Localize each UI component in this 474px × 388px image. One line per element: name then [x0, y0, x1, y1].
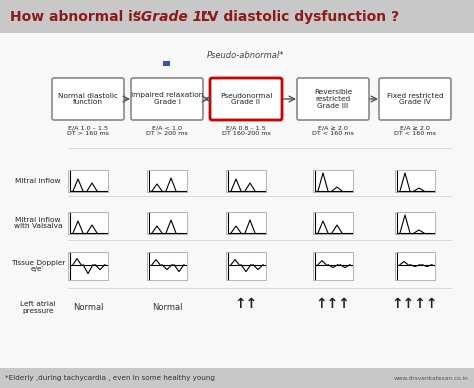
Text: Impaired relaxation
Grade I: Impaired relaxation Grade I: [131, 92, 203, 106]
Text: “Grade 1”: “Grade 1”: [132, 10, 211, 24]
Bar: [0, 0, 474, 33]
Text: Fixed restricted
Grade IV: Fixed restricted Grade IV: [387, 92, 443, 106]
FancyBboxPatch shape: [131, 78, 203, 120]
Bar: [313, 212, 353, 234]
Text: ↑↑: ↑↑: [234, 297, 258, 311]
Text: Pseudonormal
Grade II: Pseudonormal Grade II: [220, 92, 272, 106]
Bar: [313, 252, 353, 280]
Text: ↑↑↑↑: ↑↑↑↑: [392, 297, 438, 311]
Text: Left atrial
pressure: Left atrial pressure: [20, 301, 56, 315]
Bar: [68, 212, 108, 234]
Text: Reversible
restricted
Grade III: Reversible restricted Grade III: [314, 89, 352, 109]
Bar: [395, 252, 435, 280]
Bar: [147, 252, 187, 280]
Text: Normal: Normal: [73, 303, 103, 312]
Bar: [313, 170, 353, 192]
Text: LV diastolic dysfunction ?: LV diastolic dysfunction ?: [191, 10, 399, 24]
Bar: [226, 170, 266, 192]
Bar: [147, 170, 187, 192]
Text: E/A < 1.0
DT > 200 ms: E/A < 1.0 DT > 200 ms: [146, 125, 188, 136]
Text: *Elderly ,during tachycardia , even in some healthy young: *Elderly ,during tachycardia , even in s…: [5, 375, 215, 381]
Bar: [163, 61, 170, 66]
FancyBboxPatch shape: [379, 78, 451, 120]
Text: Mitral inflow
with Valsalva: Mitral inflow with Valsalva: [14, 217, 62, 229]
FancyBboxPatch shape: [210, 78, 282, 120]
Text: How abnormal is: How abnormal is: [10, 10, 146, 24]
Bar: [395, 170, 435, 192]
Text: Tissue Doppler
e/e’: Tissue Doppler e/e’: [11, 260, 65, 272]
Bar: [0, 368, 474, 388]
Text: www.drsvenkatesan.co.in: www.drsvenkatesan.co.in: [394, 376, 469, 381]
Text: E/A ≥ 2.0
DT < 160 ms: E/A ≥ 2.0 DT < 160 ms: [394, 125, 436, 136]
Text: Normal: Normal: [152, 303, 182, 312]
Bar: [147, 212, 187, 234]
Bar: [68, 252, 108, 280]
Bar: [226, 252, 266, 280]
Text: Normal diastolic
function: Normal diastolic function: [58, 92, 118, 106]
FancyBboxPatch shape: [52, 78, 124, 120]
Text: E/A 1.0 – 1.5
DT > 160 ms: E/A 1.0 – 1.5 DT > 160 ms: [67, 125, 109, 136]
Text: Pseudo-abnormal*: Pseudo-abnormal*: [207, 52, 285, 61]
Bar: [226, 212, 266, 234]
Text: E/A 0.8 – 1.5
DT 160-200 ms: E/A 0.8 – 1.5 DT 160-200 ms: [221, 125, 271, 136]
Bar: [68, 170, 108, 192]
Text: E/A ≥ 2.0
DT < 160 ms: E/A ≥ 2.0 DT < 160 ms: [312, 125, 354, 136]
Text: Mitral inflow: Mitral inflow: [15, 178, 61, 184]
Bar: [0, 33, 474, 368]
Bar: [395, 212, 435, 234]
FancyBboxPatch shape: [297, 78, 369, 120]
Text: ↑↑↑: ↑↑↑: [316, 297, 350, 311]
